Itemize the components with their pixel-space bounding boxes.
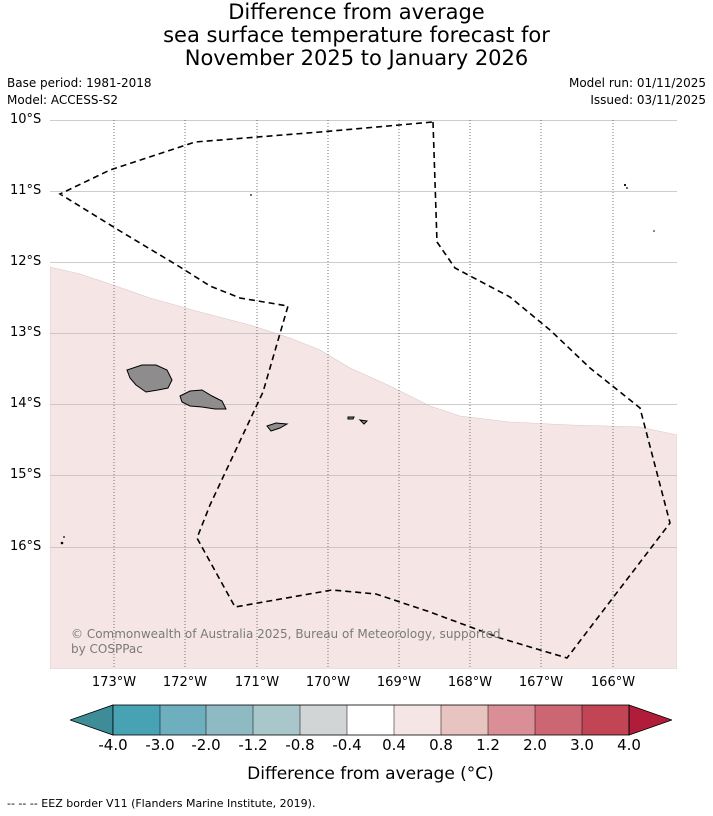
small-islets xyxy=(60,183,655,545)
colorbar-tick-minus-1-2: -1.2 xyxy=(238,736,268,754)
lon-label-168w: 168°W xyxy=(447,675,493,690)
lon-label-170w: 170°W xyxy=(305,675,351,690)
colorbar-segment-3 xyxy=(206,705,253,735)
lon-label-172w: 172°W xyxy=(162,675,208,690)
model-name: Model: ACCESS-S2 xyxy=(7,93,119,107)
title-line-1: Difference from average xyxy=(228,0,485,24)
lat-label-14s: 14°S xyxy=(10,396,42,411)
colorbar-tick-minus-0-8: -0.8 xyxy=(285,736,315,754)
colorbar-segment-2 xyxy=(160,705,206,735)
colorbar-tick-1-2: 1.2 xyxy=(476,736,500,754)
title-line-3: November 2025 to January 2026 xyxy=(184,46,529,70)
lon-label-167w: 167°W xyxy=(518,675,564,690)
map xyxy=(50,120,677,669)
colorbar-tick-minus-4-0: -4.0 xyxy=(98,736,128,754)
lon-label-166w: 166°W xyxy=(590,675,636,690)
colorbar-tick-minus-2-0: -2.0 xyxy=(191,736,221,754)
colorbar-segment-11 xyxy=(582,705,629,735)
colorbar-segment-6 xyxy=(347,705,394,735)
lat-label-10s: 10°S xyxy=(10,112,42,127)
anomaly-region xyxy=(50,266,677,669)
colorbar xyxy=(70,704,672,736)
colorbar-tick-minus-0-4: -0.4 xyxy=(332,736,362,754)
lon-label-171w: 171°W xyxy=(234,675,280,690)
colorbar-extend-high xyxy=(628,704,672,736)
copyright-notice: © Commonwealth of Australia 2025, Bureau… xyxy=(71,627,501,656)
colorbar-segment-4 xyxy=(253,705,300,735)
eez-border xyxy=(58,121,671,659)
colorbar-segment-9 xyxy=(488,705,535,735)
lon-label-173w: 173°W xyxy=(91,675,137,690)
upolu-island xyxy=(179,389,227,410)
lon-label-169w: 169°W xyxy=(376,675,422,690)
savaii-island xyxy=(126,364,173,393)
colorbar-tick-4-0: 4.0 xyxy=(617,736,641,754)
aunuu-islet xyxy=(347,416,355,420)
colorbar-tick-minus-3-0: -3.0 xyxy=(145,736,175,754)
eez-footnote: -- -- -- EEZ border V11 (Flanders Marine… xyxy=(7,797,316,810)
lat-label-11s: 11°S xyxy=(10,183,42,198)
lat-label-13s: 13°S xyxy=(10,325,42,340)
colorbar-segment-10 xyxy=(535,705,582,735)
model-run: Model run: 01/11/2025 xyxy=(568,76,706,90)
colorbar-tick-0-4: 0.4 xyxy=(382,736,406,754)
colorbar-segment-8 xyxy=(441,705,488,735)
colorbar-outline xyxy=(112,704,630,736)
ofu-olosega-islet xyxy=(358,419,369,425)
issued-date: Issued: 03/11/2025 xyxy=(590,93,706,107)
lat-label-16s: 16°S xyxy=(10,539,42,554)
colorbar-tick-2-0: 2.0 xyxy=(523,736,547,754)
colorbar-extend-low xyxy=(70,704,114,736)
tutuila-island xyxy=(266,422,289,432)
islands xyxy=(126,364,369,432)
colorbar-tick-0-8: 0.8 xyxy=(429,736,453,754)
title-line-2: sea surface temperature forecast for xyxy=(163,23,550,47)
lat-label-15s: 15°S xyxy=(10,467,42,482)
base-period: Base period: 1981-2018 xyxy=(7,76,152,90)
latitude-gridlines xyxy=(50,120,677,548)
colorbar-segment-1 xyxy=(113,705,160,735)
colorbar-segment-5 xyxy=(300,705,347,735)
colorbar-segment-7 xyxy=(394,705,441,735)
colorbar-title: Difference from average (°C) xyxy=(247,764,494,784)
lat-label-12s: 12°S xyxy=(10,254,42,269)
colorbar-dividers xyxy=(159,705,583,735)
colorbar-tick-3-0: 3.0 xyxy=(570,736,594,754)
